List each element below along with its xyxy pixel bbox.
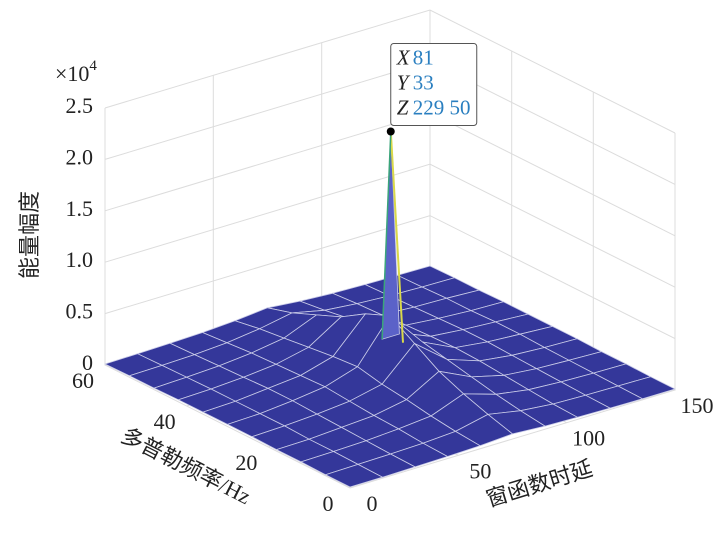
exponent-power: 4 bbox=[89, 58, 97, 74]
y-tick-label: 20 bbox=[235, 450, 257, 475]
exponent-base: ×10 bbox=[55, 61, 89, 86]
y-tick-label: 40 bbox=[154, 409, 176, 434]
datatip-value: 81 bbox=[413, 45, 434, 69]
mesh-cell bbox=[325, 463, 383, 488]
z-tick-label: 2.0 bbox=[66, 144, 94, 169]
y-tick-label: 0 bbox=[323, 491, 334, 516]
datatip-name: X bbox=[396, 45, 411, 69]
datatip-name: Z bbox=[397, 95, 409, 119]
peak-ridge bbox=[389, 131, 404, 343]
z-axis-label: 能量幅度 bbox=[17, 191, 42, 279]
datatip-name: Y bbox=[397, 70, 411, 94]
datatip-value: 229 50 bbox=[413, 95, 471, 119]
x-tick-label: 50 bbox=[469, 458, 491, 483]
x-axis-label: 窗函数时延 bbox=[483, 456, 596, 512]
y-tick-label: 60 bbox=[72, 368, 94, 393]
z-tick-label: 2.5 bbox=[66, 93, 94, 118]
peak-ridge-2 bbox=[381, 131, 392, 340]
datatip: X 81Y 33Z 229 50 bbox=[386, 43, 478, 136]
mesh-surface bbox=[104, 131, 676, 488]
z-grid-line bbox=[104, 9, 676, 134]
datatip-point bbox=[386, 127, 395, 136]
z-tick-label: 0 bbox=[82, 350, 93, 375]
x-tick-label: 100 bbox=[572, 426, 605, 451]
z-tick-label: 1.0 bbox=[66, 247, 94, 272]
y-grid-line bbox=[349, 133, 676, 489]
x-tick-label: 150 bbox=[681, 393, 714, 418]
x-tick-label: 0 bbox=[367, 491, 378, 516]
datatip-value: 33 bbox=[413, 70, 434, 94]
z-tick-label: 0.5 bbox=[66, 299, 94, 324]
exponent-label: ×104 bbox=[55, 58, 97, 86]
datatip-box bbox=[390, 43, 478, 127]
z-tick-label: 1.5 bbox=[66, 196, 94, 221]
